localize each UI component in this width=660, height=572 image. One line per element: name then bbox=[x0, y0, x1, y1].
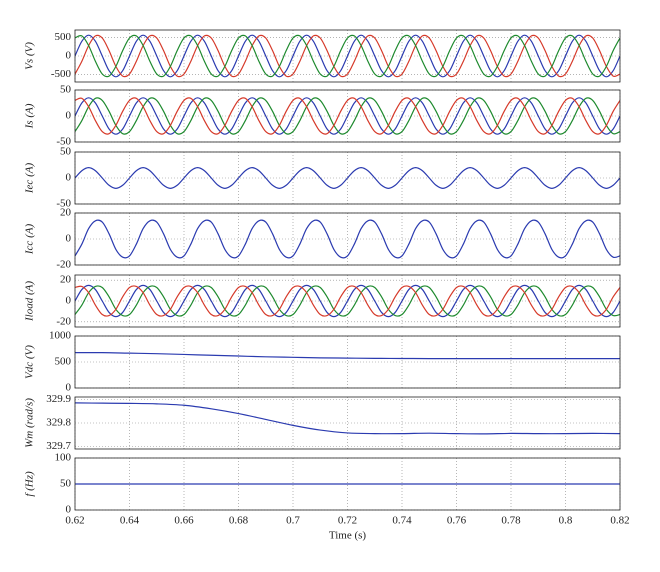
y-tick-label: -20 bbox=[56, 259, 71, 271]
y-tick-label: 0 bbox=[66, 382, 72, 394]
y-tick-label: 20 bbox=[60, 207, 72, 219]
y-tick-label: 50 bbox=[60, 84, 72, 96]
x-tick-label: 0.68 bbox=[229, 515, 249, 527]
y-tick-label: 329.8 bbox=[46, 417, 71, 429]
y-tick-label: 0 bbox=[66, 295, 72, 307]
data-line bbox=[75, 352, 620, 360]
x-tick-label: 0.64 bbox=[120, 515, 140, 527]
y-tick-label: 0 bbox=[66, 110, 72, 122]
data-line bbox=[75, 97, 620, 135]
y-tick-label: 0 bbox=[66, 50, 72, 62]
x-tick-label: 0.8 bbox=[559, 515, 573, 527]
y-tick-label: 0 bbox=[66, 172, 72, 184]
y-axis-label: Vdc (V) bbox=[24, 345, 36, 379]
y-tick-label: 0 bbox=[66, 233, 72, 245]
y-axis-label: Is (A) bbox=[24, 103, 36, 129]
y-tick-label: 500 bbox=[55, 356, 72, 368]
y-tick-label: 329.7 bbox=[46, 440, 71, 452]
plot-frame bbox=[74, 89, 621, 143]
plot-frame bbox=[74, 457, 621, 511]
data-line bbox=[75, 97, 620, 135]
data-line bbox=[75, 97, 620, 135]
plot-frame bbox=[74, 212, 621, 266]
plot-frame bbox=[74, 274, 621, 328]
y-tick-label: -20 bbox=[56, 315, 71, 327]
data-line bbox=[75, 285, 620, 317]
data-line bbox=[75, 219, 620, 259]
x-tick-label: 0.66 bbox=[174, 515, 194, 527]
y-tick-label: 50 bbox=[60, 146, 72, 158]
y-tick-label: 500 bbox=[55, 31, 72, 43]
plot-frame bbox=[74, 29, 621, 83]
x-tick-label: 0.74 bbox=[392, 515, 412, 527]
y-axis-label: Wm (rad/s) bbox=[24, 398, 36, 448]
data-line bbox=[75, 34, 620, 78]
y-axis-label: f (Hz) bbox=[24, 471, 36, 497]
y-tick-label: 20 bbox=[60, 274, 72, 286]
data-line bbox=[75, 34, 620, 78]
plot-frame bbox=[74, 396, 621, 450]
y-axis-label: Vs (V) bbox=[24, 42, 36, 70]
plot-frame bbox=[74, 151, 621, 205]
data-line bbox=[75, 285, 620, 317]
y-axis-label: Icc (A) bbox=[24, 224, 36, 256]
y-tick-label: 50 bbox=[60, 478, 72, 490]
x-tick-label: 0.7 bbox=[286, 515, 300, 527]
x-tick-label: 0.72 bbox=[338, 515, 357, 527]
y-tick-label: 0 bbox=[66, 504, 72, 516]
y-tick-label: 329.9 bbox=[46, 393, 71, 405]
x-axis-label: Time (s) bbox=[329, 530, 367, 542]
plot-frame bbox=[74, 335, 621, 389]
y-tick-label: 1000 bbox=[49, 330, 72, 342]
y-tick-label: 100 bbox=[55, 452, 72, 464]
x-tick-label: 0.76 bbox=[447, 515, 467, 527]
data-line bbox=[75, 402, 620, 435]
data-line bbox=[75, 166, 620, 190]
y-axis-label: Iec (A) bbox=[24, 163, 36, 195]
data-line bbox=[75, 34, 620, 78]
x-tick-label: 0.62 bbox=[65, 515, 84, 527]
y-axis-label: Iload (A) bbox=[24, 281, 36, 322]
y-tick-label: -500 bbox=[51, 68, 72, 80]
x-tick-label: 0.82 bbox=[610, 515, 629, 527]
y-tick-label: -50 bbox=[56, 198, 71, 210]
x-tick-label: 0.78 bbox=[501, 515, 521, 527]
y-tick-label: -50 bbox=[56, 136, 71, 148]
